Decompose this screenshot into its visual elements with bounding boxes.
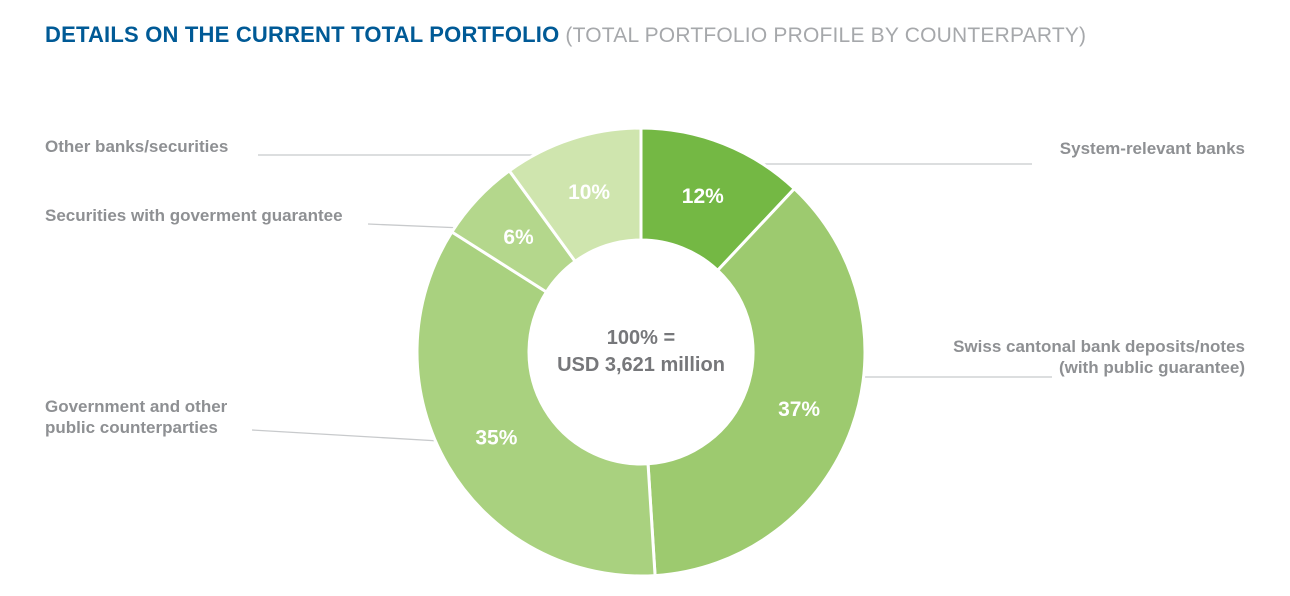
page-subtitle: (TOTAL PORTFOLIO PROFILE BY COUNTERPARTY… (565, 24, 1087, 47)
segment-percent-label: 12% (682, 185, 724, 208)
segment-percent-label: 35% (475, 427, 517, 450)
segment-percent-label: 37% (778, 398, 820, 421)
segment-label-system-relevant-banks: System-relevant banks (1059, 139, 1245, 158)
segment-label-securities-guarantee: Securities with goverment guarantee (45, 206, 343, 225)
segment-label-government: Government and other public counterparti… (45, 397, 228, 437)
donut-segment (415, 229, 657, 578)
segment-percent-labels: 12% 37% 35% 6% 10% (475, 181, 820, 449)
chart-center-label: 100% = USD 3,621 million (557, 325, 725, 379)
donut-segment (507, 126, 643, 264)
segment-percent-label: 6% (503, 226, 534, 249)
donut-segment (646, 186, 867, 578)
leader-lines (251, 154, 1052, 443)
segment-label-swiss-cantonal: Swiss cantonal bank deposits/notes (with… (953, 337, 1245, 377)
leader-line-government (251, 429, 457, 443)
center-total-percent: 100% = (606, 327, 676, 349)
page-header: DETAILS ON THE CURRENT TOTAL PORTFOLIO (T… (45, 22, 1086, 48)
leader-line-securities-guarantee (367, 223, 464, 229)
segment-percent-label: 10% (568, 181, 610, 204)
donut-segments (415, 126, 867, 578)
segment-label-other-banks: Other banks/securities (45, 137, 229, 156)
page-title: DETAILS ON THE CURRENT TOTAL PORTFOLIO (45, 22, 560, 47)
center-total-amount: USD 3,621 million (557, 354, 725, 376)
